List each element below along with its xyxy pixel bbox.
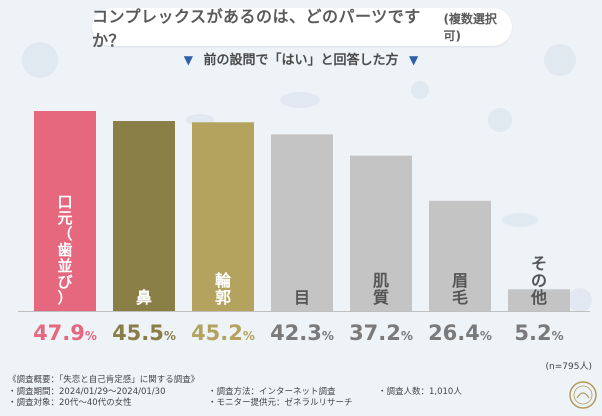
- brand-logo-icon: [569, 381, 597, 409]
- survey-footer: 《調査概要：「失恋と自己肯定感」に関する調査》 ・調査期間：2024/01/29…: [8, 375, 568, 410]
- category-label: その他: [530, 254, 547, 307]
- category-label: 鼻: [136, 288, 152, 307]
- data-label: 37.2%: [349, 321, 413, 345]
- data-label: 26.4%: [428, 321, 492, 345]
- bar: [429, 200, 491, 311]
- bar: [192, 122, 254, 311]
- triangle-down-icon: ▼: [183, 53, 193, 67]
- category-label: 目: [294, 288, 310, 307]
- survey-target: ・調査対象：20代〜40代の女性: [8, 398, 132, 408]
- data-label: 5.2%: [514, 321, 563, 345]
- bar: [271, 134, 333, 311]
- chart-title-note: (複数選択可): [443, 12, 497, 43]
- category-label: 眉毛: [452, 271, 468, 307]
- bar: [508, 289, 570, 311]
- bar: [350, 155, 412, 311]
- survey-method: ・調査方法：インターネット調査: [208, 386, 336, 397]
- category-label: 口元（歯並び）: [57, 193, 72, 307]
- chart-subtitle: 前の設問で「はい」と回答した方: [203, 53, 399, 68]
- bar: [34, 111, 96, 311]
- chart-title-box: コンプレックスがあるのは、どのパーツですか？ (複数選択可): [92, 7, 512, 50]
- data-label: 47.9%: [33, 321, 97, 345]
- sample-size-note: (n=795人): [546, 361, 592, 372]
- data-label: 45.2%: [191, 321, 255, 345]
- data-label: 42.3%: [270, 321, 334, 345]
- category-label: 輪郭: [215, 271, 232, 307]
- survey-provider: ・モニター提供元：ゼネラルリサーチ: [208, 398, 353, 408]
- chart-title: コンプレックスがあるのは、どのパーツですか？: [92, 7, 421, 50]
- bar: [113, 121, 175, 311]
- triangle-down-icon: ▼: [409, 53, 419, 67]
- chart-subtitle-row: ▼ 前の設問で「はい」と回答した方 ▼: [0, 49, 602, 68]
- data-label: 45.5%: [112, 321, 176, 345]
- survey-overview: 《調査概要：「失恋と自己肯定感」に関する調査》: [8, 375, 200, 385]
- survey-period: ・調査期間：2024/01/29〜2024/01/30: [8, 386, 166, 397]
- category-label: 肌質: [373, 271, 389, 307]
- survey-count: ・調査人数：1,010人: [378, 386, 462, 397]
